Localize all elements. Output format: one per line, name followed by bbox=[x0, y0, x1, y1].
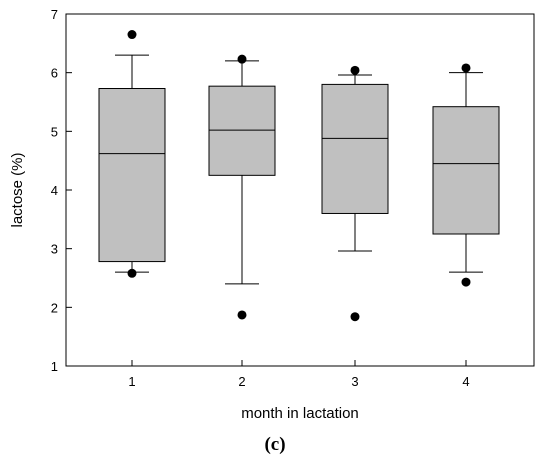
box-group-month-4 bbox=[432, 63, 500, 287]
box-group-month-2 bbox=[208, 54, 276, 320]
outlier-point bbox=[127, 268, 137, 278]
y-axis-title: lactose (%) bbox=[9, 152, 26, 227]
y-tick-label: 2 bbox=[51, 300, 58, 315]
x-tick-label: 2 bbox=[238, 374, 245, 389]
x-axis: 1 2 3 4 bbox=[128, 360, 470, 389]
iqr-box bbox=[98, 88, 166, 263]
outlier-point bbox=[127, 30, 137, 40]
y-axis: 1 2 3 4 5 6 7 bbox=[51, 7, 72, 374]
x-tick-label: 1 bbox=[128, 374, 135, 389]
box-series bbox=[98, 30, 500, 322]
outlier-point bbox=[350, 65, 360, 75]
iqr-box bbox=[208, 85, 276, 176]
y-tick-label: 6 bbox=[51, 66, 58, 81]
outlier-point bbox=[461, 277, 471, 287]
figure-caption: (c) bbox=[264, 434, 285, 455]
y-tick-label: 5 bbox=[51, 124, 58, 139]
y-tick-label: 1 bbox=[51, 359, 58, 374]
outlier-point bbox=[350, 312, 360, 322]
x-tick-label: 4 bbox=[462, 374, 469, 389]
x-axis-title: month in lactation bbox=[241, 405, 359, 422]
x-tick-label: 3 bbox=[351, 374, 358, 389]
y-tick-label: 3 bbox=[51, 242, 58, 257]
outlier-point bbox=[237, 54, 247, 64]
iqr-box bbox=[321, 83, 389, 214]
y-tick-label: 7 bbox=[51, 7, 58, 22]
outlier-point bbox=[237, 310, 247, 320]
box-group-month-3 bbox=[321, 65, 389, 322]
y-tick-label: 4 bbox=[51, 183, 58, 198]
box-group-month-1 bbox=[98, 30, 166, 278]
outlier-point bbox=[461, 63, 471, 73]
iqr-box bbox=[432, 106, 500, 235]
